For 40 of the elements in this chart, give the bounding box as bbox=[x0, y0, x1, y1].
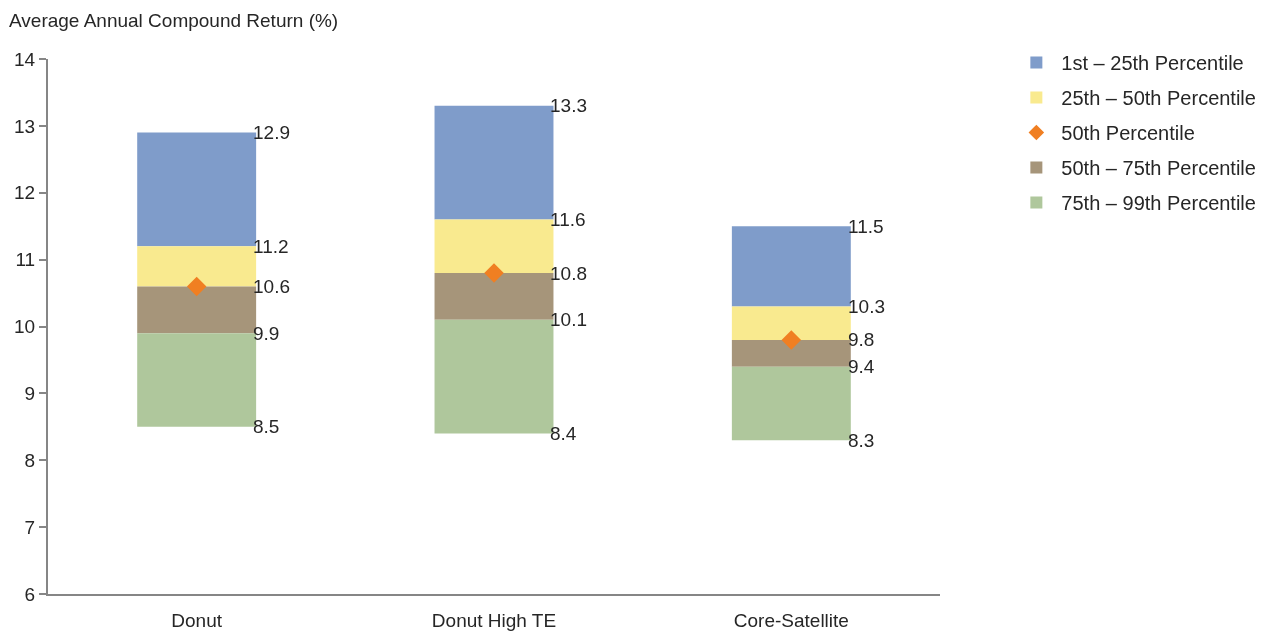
legend-label: 75th – 99th Percentile bbox=[1061, 192, 1256, 215]
x-tick-label: Donut bbox=[171, 609, 223, 631]
data-label: 13.3 bbox=[550, 95, 587, 116]
point bbox=[186, 276, 207, 297]
annotation: 8.4 bbox=[550, 423, 577, 444]
y-axis-title: Average Annual Compound Return (%) bbox=[9, 10, 339, 31]
bar bbox=[731, 306, 851, 340]
data-label: 11.2 bbox=[253, 236, 289, 257]
annotation: 8.3 bbox=[848, 430, 875, 451]
y-tick-label: 14 bbox=[14, 48, 36, 70]
data-label: 9.9 bbox=[253, 323, 280, 344]
x-tick-label: Donut High TE bbox=[431, 609, 557, 631]
data-label: 9.4 bbox=[848, 356, 875, 377]
x-tick-label: Core-Satellite bbox=[733, 609, 849, 631]
y-tick-label: 13 bbox=[14, 115, 36, 137]
data-label: 12.9 bbox=[253, 122, 290, 143]
y-tick-label: 8 bbox=[24, 449, 36, 471]
y-tick-label: 10 bbox=[14, 316, 36, 338]
bar bbox=[731, 339, 851, 367]
y-tick-label: 6 bbox=[24, 583, 36, 605]
y-tick-label: 7 bbox=[24, 516, 36, 538]
legend-label: 1st – 25th Percentile bbox=[1061, 52, 1244, 75]
y-tick-label: 12 bbox=[14, 182, 36, 204]
point bbox=[484, 263, 504, 283]
data-label: 11.5 bbox=[848, 216, 884, 237]
data-label: 10.6 bbox=[253, 276, 290, 297]
legend-label: 50th – 75th Percentile bbox=[1061, 157, 1256, 180]
bar bbox=[731, 366, 851, 441]
data-label: 11.6 bbox=[550, 209, 586, 230]
data-label: 10.3 bbox=[848, 296, 885, 317]
data-label: 9.8 bbox=[848, 329, 875, 350]
point bbox=[781, 330, 802, 350]
legend-label: 50th Percentile bbox=[1061, 122, 1195, 145]
legend-label: 25th – 50th Percentile bbox=[1061, 87, 1256, 110]
bar bbox=[731, 226, 851, 307]
y-tick-label: 11 bbox=[15, 249, 36, 271]
data-label: 10.1 bbox=[550, 309, 587, 330]
annotation: 8.5 bbox=[253, 416, 280, 437]
y-tick-label: 9 bbox=[24, 383, 36, 405]
data-label: 10.8 bbox=[550, 263, 587, 284]
